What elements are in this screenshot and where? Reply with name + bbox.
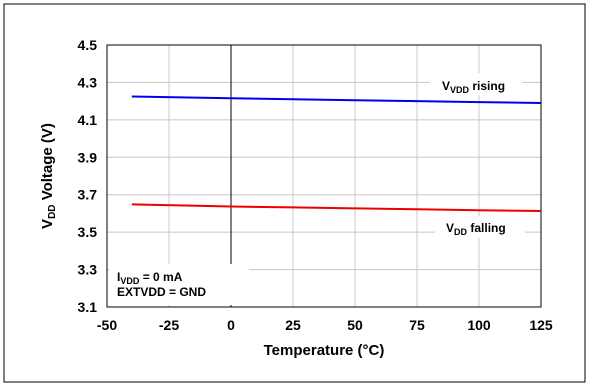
series-label-falling: VDD falling [435,216,525,238]
x-tick-label-5: 75 [409,317,425,333]
x-tick-label-7: 125 [529,317,553,333]
series-label-rising-main: V [442,79,450,93]
y-tick-label-1: 3.3 [78,262,98,278]
x-tick-label-1: -25 [159,317,179,333]
x-tick-label-2: 0 [227,317,235,333]
y-axis-label: VDD Voltage (V) [39,123,58,229]
x-tick-label-0: -50 [97,317,117,333]
series-label-falling-text: VDD falling [446,221,506,237]
y-tick-labels: 3.1 3.3 3.5 3.7 3.9 4.1 4.3 4.5 [78,37,98,315]
series-label-falling-sub: DD [454,227,467,237]
outer-frame [3,3,586,383]
series-label-rising-sub: VDD [450,85,470,95]
series-label-rising: VVDD rising [430,73,522,95]
plot-border [106,44,542,308]
conditions-annotation-bg [109,264,249,305]
y-tick-label-0: 3.1 [78,299,98,315]
series-line-1 [131,203,542,212]
series-label-rising-bg [430,73,522,95]
y-axis-label-rest: Voltage (V) [39,123,56,204]
series-label-falling-rest: falling [467,221,506,235]
conditions-annotation: IVDD = 0 mA EXTVDD = GND [109,264,249,305]
y-tick-label-6: 4.3 [78,74,98,90]
x-tick-label-6: 100 [467,317,491,333]
annotation-line-1-sub: VDD [120,276,140,286]
x-axis-label: Temperature (°C) [264,342,385,359]
y-tick-label-7: 4.5 [78,37,98,53]
series-label-falling-bg [435,216,525,238]
x-tick-label-4: 50 [347,317,363,333]
y-tick-label-2: 3.5 [78,224,98,240]
y-axis-label-sub: DD [47,204,58,218]
x-tick-labels: -50 -25 0 25 50 75 100 125 [97,317,553,333]
annotation-line-1-main: I [117,270,120,284]
y-tick-label-5: 4.1 [78,112,98,128]
x-tick-label-3: 25 [285,317,301,333]
annotation-line-1: IVDD = 0 mA [117,270,183,286]
series-label-rising-rest: rising [469,79,505,93]
annotation-line-2: EXTVDD = GND [117,285,206,299]
y-axis-label-main: V [39,219,56,229]
series-label-rising-text: VVDD rising [442,79,505,95]
series-label-falling-main: V [446,221,454,235]
y-tick-label-3: 3.7 [78,187,98,203]
y-tick-label-4: 3.9 [78,149,98,165]
series-group [131,95,542,212]
series-line-0 [131,95,542,104]
annotation-line-1-rest: = 0 mA [139,270,182,284]
